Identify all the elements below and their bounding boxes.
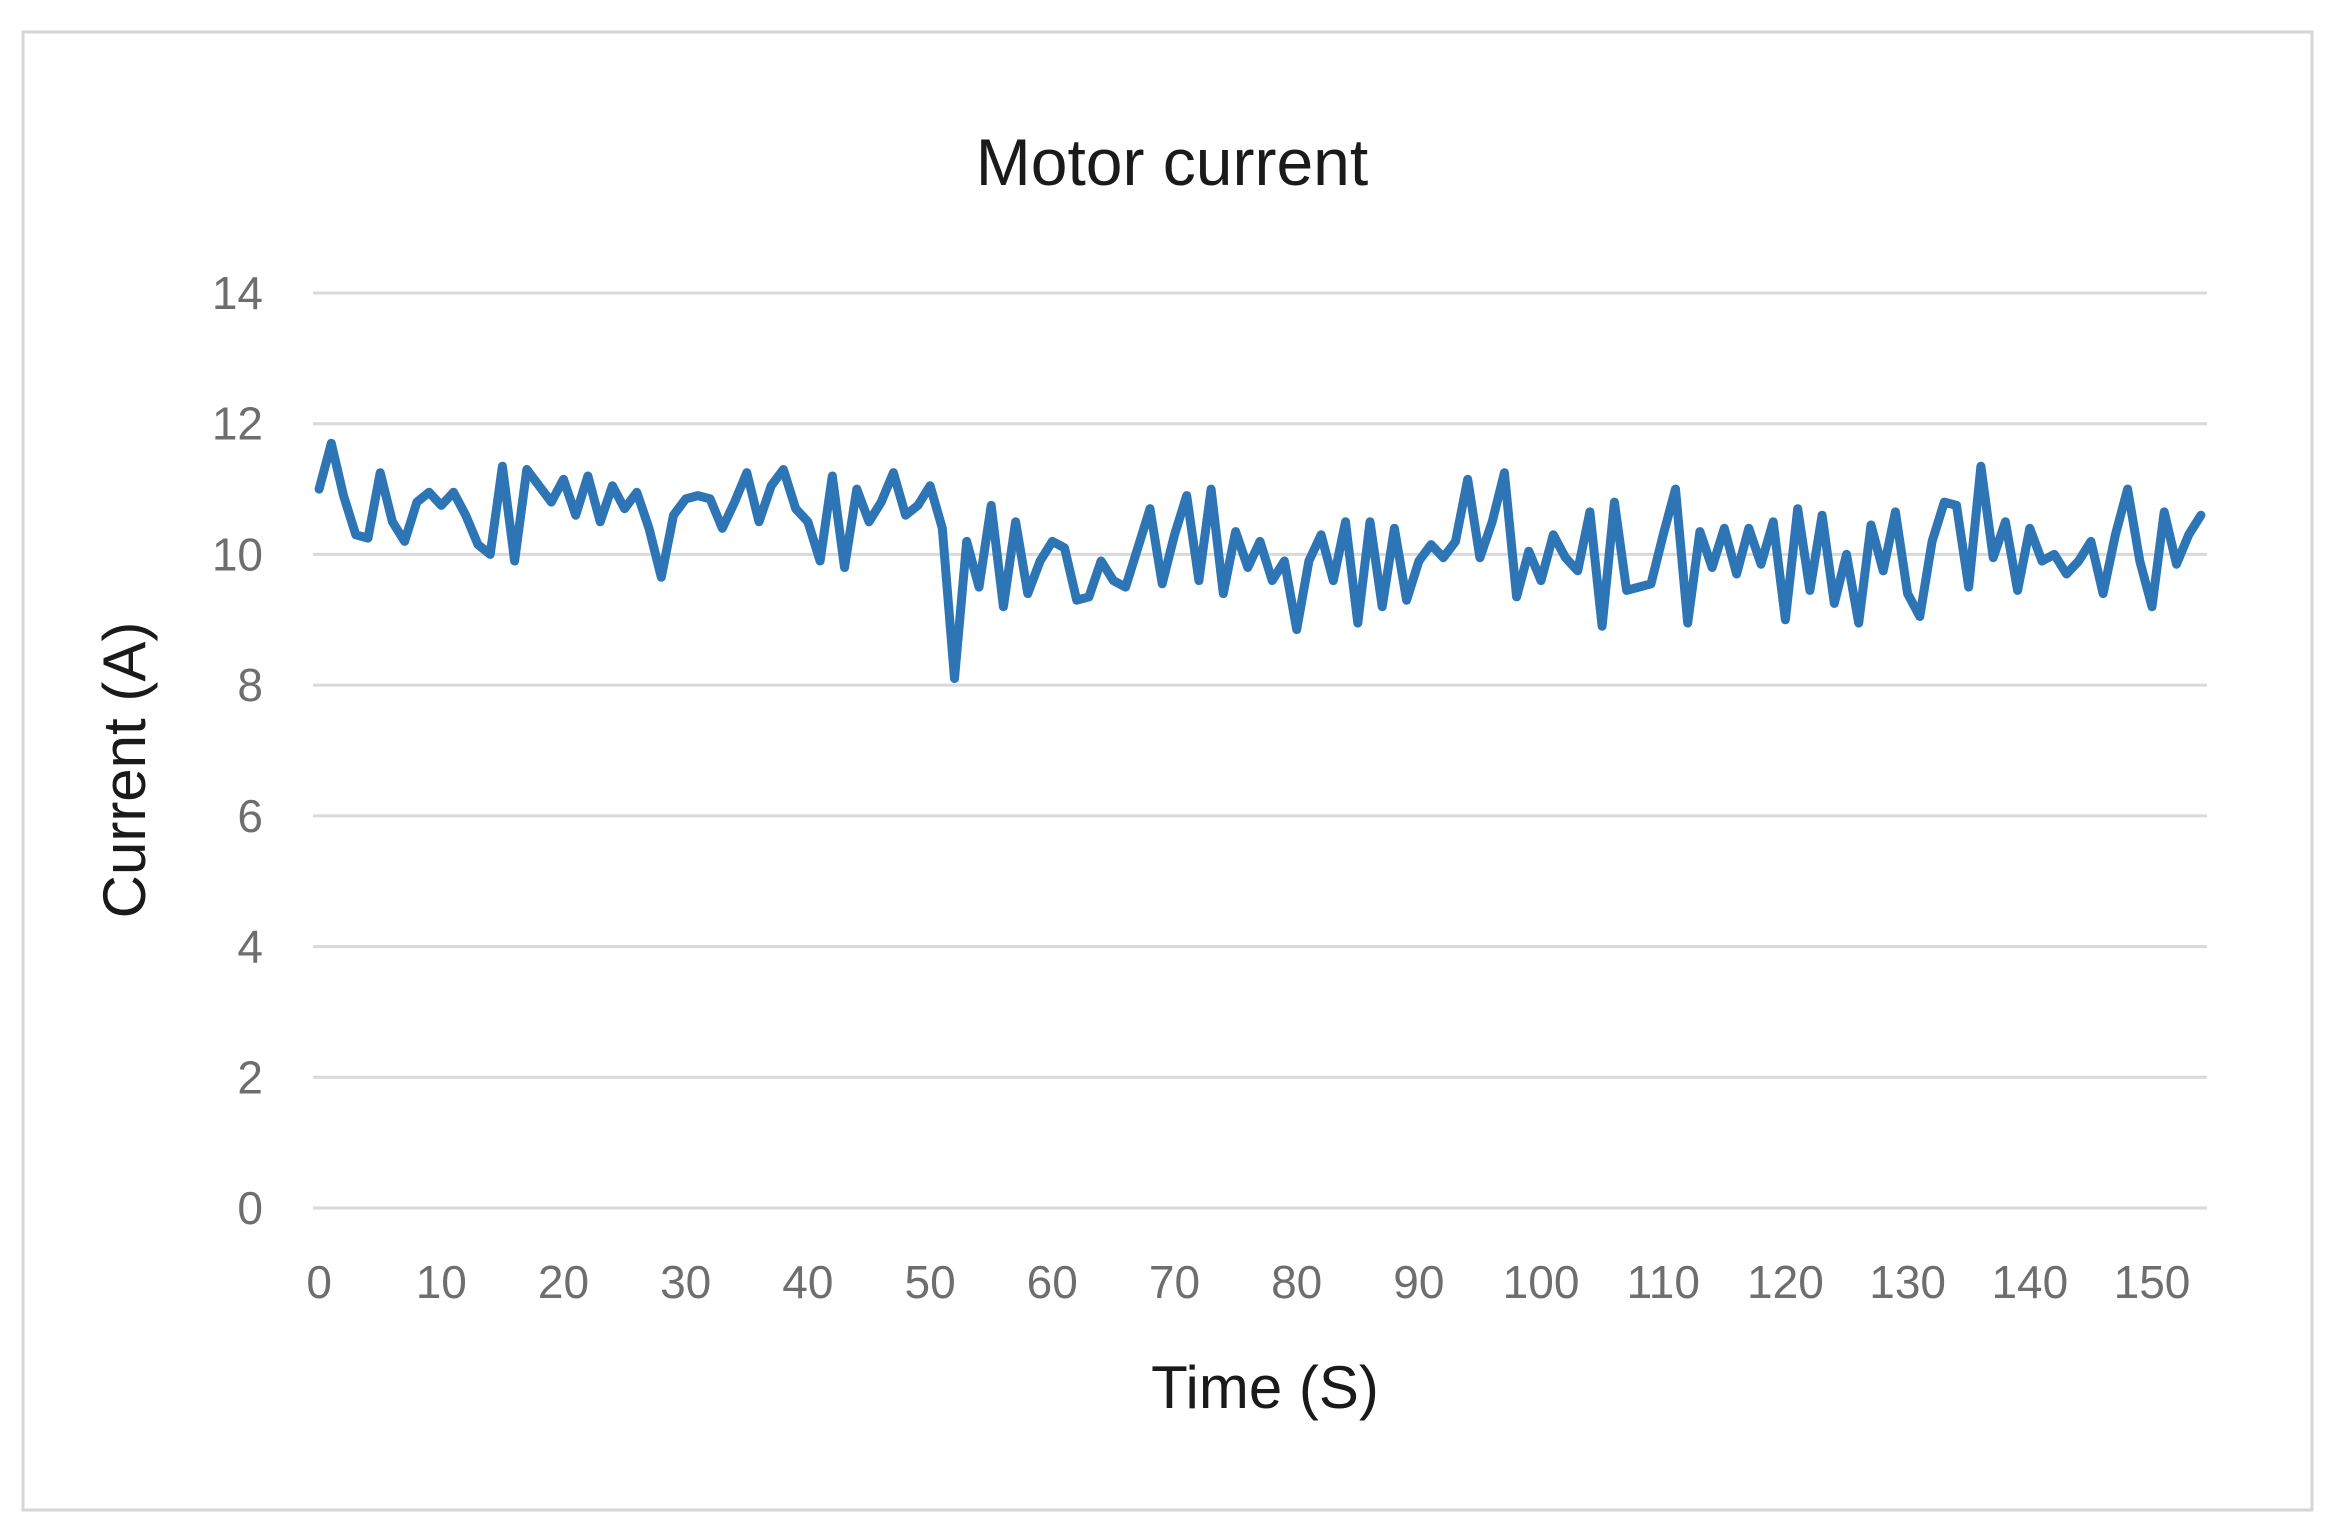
y-tick-label-6: 6 [237, 790, 263, 842]
x-tick-label-30: 30 [660, 1256, 711, 1308]
x-tick-label-60: 60 [1027, 1256, 1078, 1308]
x-tick-label-80: 80 [1271, 1256, 1322, 1308]
x-tick-labels: 0 10 20 30 40 50 60 70 80 90 100 110 120 130 140 150 [306, 1256, 2190, 1308]
x-tick-label-0: 0 [306, 1256, 332, 1308]
x-tick-label-130: 130 [1869, 1256, 1946, 1308]
y-axis-title: Current (A) [91, 622, 158, 919]
chart-title: Motor current [976, 125, 1368, 199]
x-tick-label-20: 20 [538, 1256, 589, 1308]
y-tick-label-14: 14 [212, 267, 263, 319]
x-tick-label-10: 10 [416, 1256, 467, 1308]
x-tick-label-150: 150 [2114, 1256, 2191, 1308]
y-tick-label-12: 12 [212, 398, 263, 450]
x-tick-label-40: 40 [782, 1256, 833, 1308]
x-tick-label-110: 110 [1627, 1256, 1700, 1308]
y-tick-label-10: 10 [212, 528, 263, 580]
x-tick-label-50: 50 [904, 1256, 955, 1308]
motor-current-line [314, 438, 2206, 684]
x-tick-label-90: 90 [1393, 1256, 1444, 1308]
x-axis-title: Time (S) [1151, 1354, 1379, 1421]
y-tick-labels: 0 2 4 6 8 10 12 14 [212, 267, 263, 1234]
y-tick-label-4: 4 [237, 921, 263, 973]
x-tick-label-70: 70 [1149, 1256, 1200, 1308]
y-tick-label-2: 2 [237, 1051, 263, 1103]
series-layer [314, 438, 2206, 684]
x-tick-label-100: 100 [1503, 1256, 1580, 1308]
gridlines-layer [313, 291, 2207, 1210]
x-tick-label-140: 140 [1991, 1256, 2068, 1308]
chart-frame [21, 30, 2314, 1512]
x-tick-label-120: 120 [1747, 1256, 1824, 1308]
y-tick-label-8: 8 [237, 659, 263, 711]
y-tick-label-0: 0 [237, 1182, 263, 1234]
